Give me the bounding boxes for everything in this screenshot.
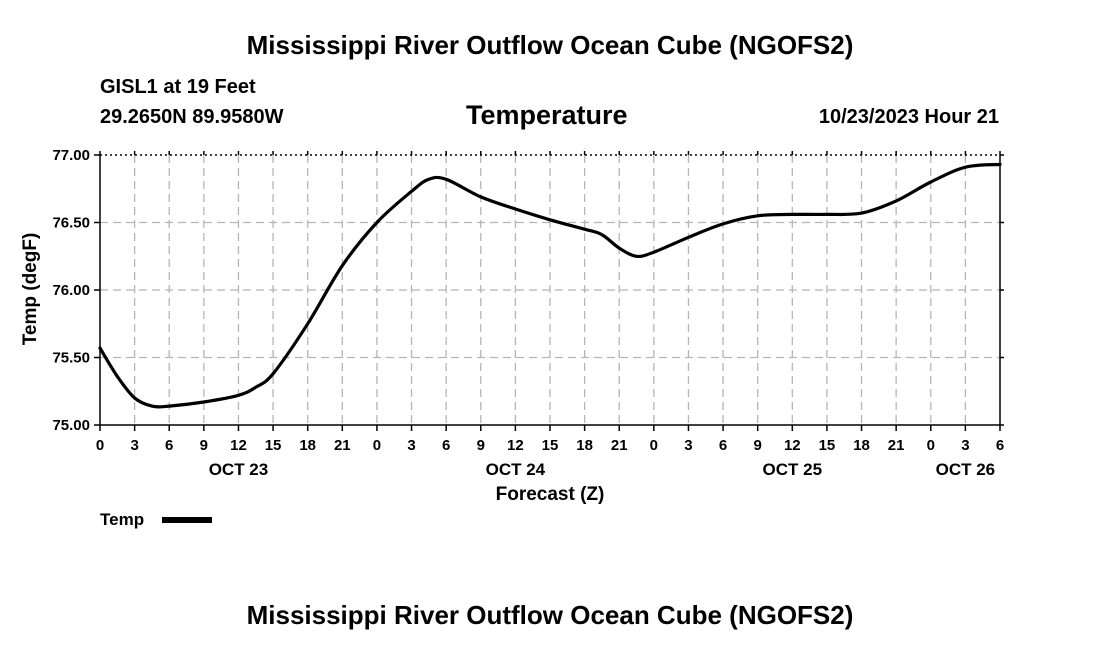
data-point bbox=[410, 190, 413, 193]
x-tick-label: 21 bbox=[611, 437, 628, 454]
data-point bbox=[254, 386, 257, 389]
data-point bbox=[687, 236, 690, 239]
x-tick-label: 6 bbox=[719, 437, 727, 454]
data-point bbox=[929, 180, 932, 184]
data-point bbox=[998, 163, 1002, 166]
data-point bbox=[756, 214, 759, 217]
x-tick-label: 0 bbox=[650, 437, 658, 454]
data-point bbox=[721, 222, 725, 226]
date-label: OCT 25 bbox=[763, 460, 823, 479]
y-tick-label: 77.00 bbox=[52, 147, 90, 164]
footer-title: Mississippi River Outflow Ocean Cube (NG… bbox=[246, 600, 854, 630]
data-point bbox=[791, 213, 794, 216]
x-tick-label: 9 bbox=[477, 437, 485, 454]
x-tick-label: 12 bbox=[784, 437, 801, 454]
x-tick-label: 0 bbox=[373, 437, 381, 454]
x-tick-label: 15 bbox=[542, 437, 559, 454]
data-point bbox=[964, 165, 967, 169]
chart-title: Mississippi River Outflow Ocean Cube (NG… bbox=[246, 30, 854, 60]
y-tick-label: 75.50 bbox=[52, 350, 90, 367]
data-point bbox=[600, 233, 604, 236]
data-point bbox=[618, 246, 621, 250]
series-layer bbox=[98, 162, 1002, 409]
x-tick-label: 21 bbox=[334, 437, 351, 454]
x-tick-label: 0 bbox=[96, 437, 104, 454]
data-point bbox=[652, 251, 656, 254]
data-point bbox=[150, 404, 154, 408]
x-tick-label: 12 bbox=[230, 437, 247, 454]
data-point bbox=[583, 228, 586, 231]
tick-labels: 0 3 6 9 12 15 18 21 0 3 6 9 12 15 18 21 0 3 6 9 12 15 18 21 0 3 6 7… bbox=[52, 147, 1004, 479]
data-point bbox=[894, 199, 898, 203]
x-tick-label: 9 bbox=[754, 437, 762, 454]
data-point bbox=[427, 178, 431, 181]
x-tick-label: 6 bbox=[165, 437, 173, 454]
data-point bbox=[548, 218, 552, 221]
station-coordinates: 29.2650N 89.9580W bbox=[100, 106, 284, 128]
data-point bbox=[271, 372, 275, 375]
data-point bbox=[860, 211, 863, 215]
legend-line-swatch bbox=[162, 517, 212, 523]
x-tick-label: 15 bbox=[265, 437, 282, 454]
data-point bbox=[825, 213, 829, 216]
x-tick-label: 3 bbox=[130, 437, 138, 454]
data-point bbox=[375, 221, 379, 224]
x-tick-label: 18 bbox=[853, 437, 870, 454]
legend-label: Temp bbox=[100, 510, 145, 529]
data-point bbox=[237, 394, 240, 397]
parameter-title: Temperature bbox=[466, 100, 628, 130]
date-label: OCT 26 bbox=[936, 460, 996, 479]
data-point bbox=[306, 322, 309, 325]
x-tick-label: 15 bbox=[819, 437, 836, 454]
grid-lines bbox=[100, 155, 1000, 425]
data-point bbox=[202, 400, 206, 404]
forecast-datetime: 10/23/2023 Hour 21 bbox=[818, 106, 999, 128]
y-tick-label: 75.00 bbox=[52, 417, 90, 434]
data-point bbox=[133, 396, 136, 400]
y-tick-label: 76.00 bbox=[52, 282, 90, 299]
x-tick-label: 18 bbox=[299, 437, 316, 454]
x-axis-label: Forecast (Z) bbox=[496, 484, 605, 505]
station-label: GISL1 at 19 Feet bbox=[100, 76, 256, 98]
y-axis-label: Temp (degF) bbox=[20, 233, 41, 346]
x-tick-label: 3 bbox=[407, 437, 415, 454]
data-point bbox=[444, 178, 448, 181]
x-tick-label: 18 bbox=[576, 437, 593, 454]
x-tick-label: 6 bbox=[442, 437, 450, 454]
x-tick-label: 3 bbox=[684, 437, 692, 454]
y-tick-label: 76.50 bbox=[52, 215, 90, 232]
data-point bbox=[635, 255, 638, 258]
data-point bbox=[98, 346, 102, 350]
date-label: OCT 23 bbox=[209, 460, 269, 479]
data-point bbox=[341, 264, 344, 267]
data-point bbox=[479, 195, 482, 199]
data-point bbox=[514, 207, 517, 211]
data-point bbox=[168, 404, 171, 408]
date-label: OCT 24 bbox=[486, 460, 546, 479]
x-tick-label: 9 bbox=[200, 437, 208, 454]
x-tick-label: 12 bbox=[507, 437, 524, 454]
x-tick-label: 0 bbox=[927, 437, 935, 454]
x-tick-label: 3 bbox=[961, 437, 969, 454]
data-point bbox=[116, 375, 119, 378]
x-tick-label: 6 bbox=[996, 437, 1004, 454]
tick-marks bbox=[94, 151, 1004, 431]
x-tick-label: 21 bbox=[888, 437, 905, 454]
